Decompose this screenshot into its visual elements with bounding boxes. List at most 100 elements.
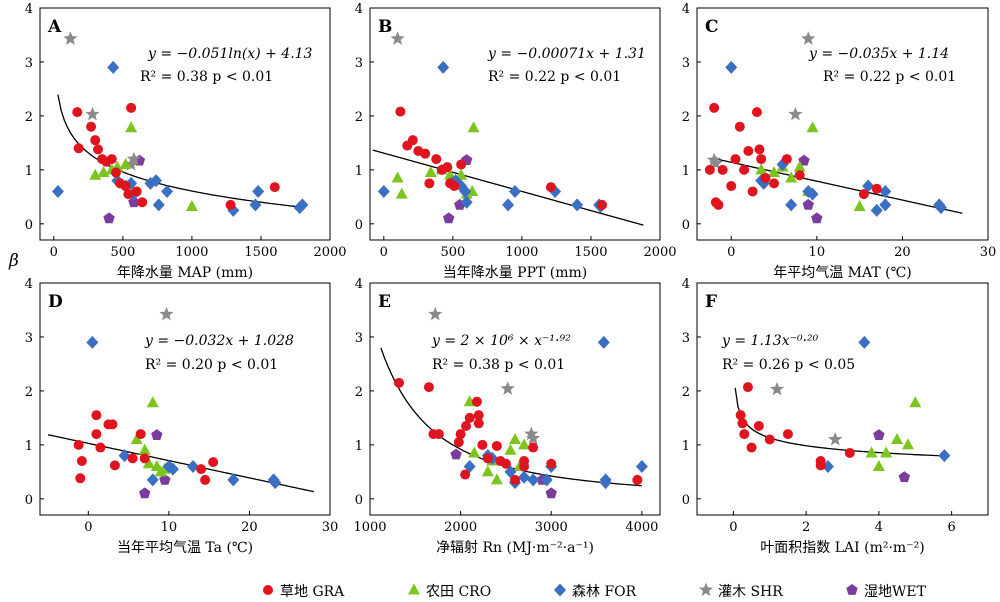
- x-tick-label: 0: [380, 245, 388, 260]
- point-gra: [632, 474, 643, 485]
- plot-frame: [39, 7, 331, 241]
- point-shr: [708, 155, 723, 170]
- x-tick-label: 30: [322, 520, 339, 535]
- point-cro: [785, 171, 798, 183]
- fit-line: [713, 157, 963, 214]
- point-cro: [518, 438, 531, 450]
- point-gra: [735, 410, 746, 421]
- point-gra: [746, 442, 757, 453]
- y-tick-label: 4: [25, 277, 33, 292]
- point-for: [227, 473, 240, 487]
- point-gra: [196, 464, 207, 475]
- point-shr: [788, 106, 803, 121]
- x-tick-label: 1500: [574, 245, 607, 260]
- regression-equation: y = 1.13x⁻⁰·²⁰: [721, 333, 819, 349]
- y-tick-label: 4: [682, 277, 690, 292]
- x-tick-label: 3000: [535, 520, 568, 535]
- panel-E: 1000 2000 3000 4000 0 1 2 3 4 净辐射 Rn (MJ·m⁻²·a⁻¹)…: [353, 277, 661, 556]
- point-gra: [769, 178, 780, 189]
- point-wet: [151, 429, 163, 440]
- legend-item-for: 森林 FOR: [554, 583, 637, 600]
- point-gra: [433, 429, 444, 440]
- point-for: [377, 184, 390, 198]
- panel-letter: D: [48, 292, 63, 312]
- x-tick-label: 1000: [175, 245, 208, 260]
- point-gra: [139, 453, 150, 464]
- y-tick-label: 0: [25, 493, 33, 508]
- point-gra: [420, 148, 431, 159]
- point-gra: [739, 429, 750, 440]
- point-cro: [853, 200, 866, 212]
- point-gra: [200, 474, 211, 485]
- point-for: [527, 473, 540, 487]
- y-tick-label: 0: [682, 493, 690, 508]
- legend-marker-gra: [263, 585, 273, 595]
- point-gra: [753, 420, 764, 431]
- y-tick-label: 1: [682, 164, 690, 179]
- x-tick-label: 2000: [444, 520, 477, 535]
- point-for: [635, 459, 648, 473]
- regression-equation: y = −0.00071x + 1.31: [487, 46, 646, 62]
- point-for: [540, 473, 553, 487]
- point-cro: [481, 465, 494, 477]
- x-tick-label: 500: [440, 245, 465, 260]
- legend-item-gra: 草地 GRA: [263, 584, 345, 600]
- point-for: [150, 174, 162, 188]
- point-gra: [208, 457, 219, 468]
- regression-equation: y = −0.035x + 1.14: [808, 46, 949, 62]
- fit-line: [47, 434, 315, 493]
- regression-stats: R² = 0.38 p < 0.01: [140, 69, 273, 85]
- panel-D: 0 10 20 30 0 1 2 3 4 当年平均气温 Ta (℃) Dy = −0.032x + …: [25, 277, 339, 556]
- plot-frame: [369, 7, 661, 241]
- point-gra: [464, 412, 475, 423]
- y-tick-label: 3: [355, 331, 363, 346]
- point-gra: [754, 144, 765, 155]
- point-gra: [86, 121, 97, 132]
- point-cro: [872, 459, 885, 471]
- point-gra: [225, 199, 236, 210]
- legend-marker-cro: [408, 583, 420, 595]
- point-for: [460, 195, 473, 209]
- legend-label: 灌木 SHR: [718, 584, 783, 600]
- x-axis-label: 叶面积指数 LAI (m²·m⁻²): [760, 540, 924, 556]
- plot-frame: [369, 282, 661, 516]
- legend-marker-shr: [698, 582, 714, 597]
- y-tick-label: 0: [25, 218, 33, 233]
- y-tick-label: 3: [25, 56, 33, 71]
- point-cro: [901, 438, 914, 450]
- point-cro: [391, 171, 404, 183]
- point-gra: [500, 458, 511, 469]
- point-gra: [453, 437, 464, 448]
- point-for: [509, 184, 521, 198]
- x-tick-label: 0: [729, 520, 737, 535]
- point-for: [459, 184, 472, 198]
- point-for: [166, 462, 179, 476]
- y-tick-label: 1: [355, 164, 363, 179]
- y-tick-label: 1: [25, 439, 33, 454]
- point-gra: [73, 143, 84, 154]
- x-axis-label: 年平均气温 MAT (℃): [773, 265, 912, 281]
- point-gra: [510, 474, 520, 485]
- regression-equation: y = −0.051ln(x) + 4.13: [147, 46, 313, 62]
- point-for: [879, 184, 892, 198]
- point-wet: [159, 473, 171, 485]
- legend-label: 湿地WET: [864, 584, 927, 600]
- legend-item-shr: 灌木 SHR: [698, 582, 783, 600]
- point-for: [252, 184, 265, 198]
- x-tick-label: 0: [727, 245, 735, 260]
- point-gra: [90, 135, 101, 146]
- point-for: [504, 465, 517, 479]
- point-gra: [717, 164, 728, 175]
- point-cro: [909, 396, 922, 408]
- x-tick-label: 20: [894, 245, 911, 260]
- point-cro: [424, 166, 437, 178]
- panel-letter: B: [378, 17, 392, 37]
- point-cro: [146, 396, 159, 408]
- point-wet: [798, 154, 810, 166]
- point-for: [437, 60, 450, 74]
- point-cro: [142, 457, 155, 469]
- point-cro: [755, 163, 768, 175]
- y-tick-label: 4: [25, 2, 33, 17]
- regression-stats: R² = 0.22 p < 0.01: [823, 69, 956, 85]
